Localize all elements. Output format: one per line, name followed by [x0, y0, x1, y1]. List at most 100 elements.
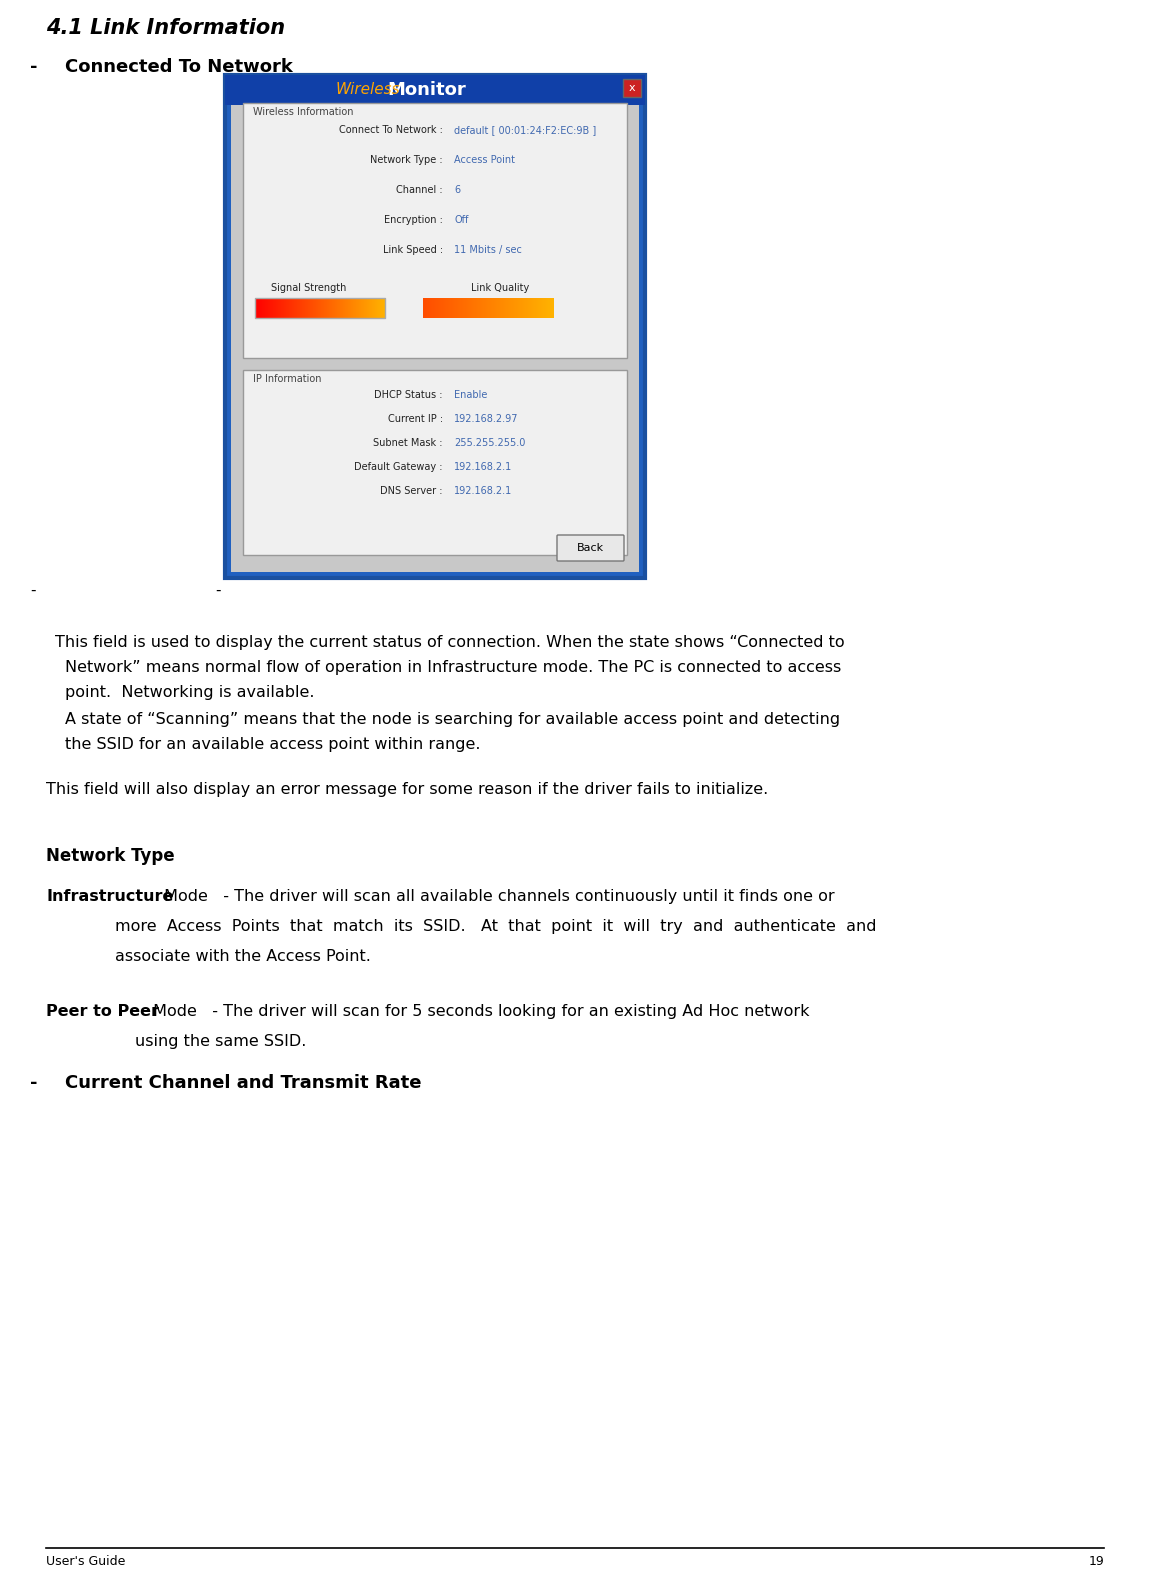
Bar	[289, 298, 291, 318]
Bar	[309, 298, 310, 318]
Text: Access Point: Access Point	[454, 155, 515, 165]
Bar	[319, 298, 321, 318]
Bar	[384, 298, 385, 318]
Bar	[486, 298, 488, 318]
Bar	[519, 298, 520, 318]
Bar	[260, 298, 261, 318]
Bar	[256, 298, 258, 318]
Bar	[297, 298, 299, 318]
Bar	[363, 298, 365, 318]
Bar	[516, 298, 518, 318]
Bar	[467, 298, 468, 318]
Text: IP Information: IP Information	[253, 374, 322, 383]
Text: Wireless: Wireless	[336, 82, 400, 98]
Bar	[439, 298, 440, 318]
Bar	[267, 298, 268, 318]
Text: Back: Back	[577, 543, 604, 553]
Bar	[378, 298, 380, 318]
Bar	[284, 298, 285, 318]
Bar	[528, 298, 529, 318]
Bar	[283, 298, 284, 318]
Bar	[296, 298, 298, 318]
Bar	[540, 298, 542, 318]
Bar	[505, 298, 506, 318]
Bar	[348, 298, 351, 318]
Bar	[319, 298, 320, 318]
Bar	[436, 298, 437, 318]
Bar	[429, 298, 430, 318]
Text: 6: 6	[454, 185, 460, 195]
Bar	[367, 298, 368, 318]
Bar	[445, 298, 447, 318]
Text: 19: 19	[1088, 1555, 1104, 1568]
Bar	[262, 298, 263, 318]
Bar	[493, 298, 494, 318]
Bar	[304, 298, 306, 318]
Bar	[278, 298, 279, 318]
Bar	[288, 298, 290, 318]
Bar	[291, 298, 292, 318]
Text: Network Type: Network Type	[46, 847, 175, 865]
Bar	[442, 298, 443, 318]
Bar	[543, 298, 544, 318]
Bar	[356, 298, 358, 318]
Bar	[259, 298, 261, 318]
Bar	[356, 298, 359, 318]
Bar	[544, 298, 546, 318]
Bar	[328, 298, 330, 318]
Bar	[352, 298, 353, 318]
Bar	[446, 298, 448, 318]
Bar	[499, 298, 501, 318]
Bar	[424, 298, 425, 318]
Text: Network Type :: Network Type :	[370, 155, 443, 165]
Bar	[518, 298, 519, 318]
Bar	[334, 298, 335, 318]
Bar	[428, 298, 429, 318]
Text: Channel :: Channel :	[396, 185, 443, 195]
Bar	[342, 298, 344, 318]
Bar	[320, 298, 322, 318]
Bar	[459, 298, 460, 318]
Text: Current IP :: Current IP :	[388, 413, 443, 425]
Bar	[306, 298, 307, 318]
Bar	[375, 298, 376, 318]
Bar	[429, 298, 431, 318]
Bar	[313, 298, 314, 318]
Bar	[300, 298, 301, 318]
Bar	[382, 298, 383, 318]
Bar	[454, 298, 457, 318]
Bar	[545, 298, 547, 318]
Bar	[506, 298, 508, 318]
Bar	[468, 298, 469, 318]
Bar	[343, 298, 345, 318]
Bar	[269, 298, 270, 318]
Bar	[522, 298, 524, 318]
Bar	[299, 298, 300, 318]
Bar	[366, 298, 368, 318]
Bar	[470, 298, 471, 318]
Bar	[451, 298, 452, 318]
Bar	[351, 298, 353, 318]
Bar	[423, 298, 426, 318]
Text: 192.168.2.97: 192.168.2.97	[454, 413, 519, 425]
Text: Peer to Peer: Peer to Peer	[46, 1004, 159, 1019]
Bar	[489, 298, 490, 318]
Text: Connected To Network: Connected To Network	[66, 59, 293, 76]
Bar	[535, 298, 536, 318]
Bar	[437, 298, 439, 318]
Bar	[266, 298, 268, 318]
FancyBboxPatch shape	[243, 103, 627, 358]
Bar	[458, 298, 459, 318]
Text: point.  Networking is available.: point. Networking is available.	[66, 684, 314, 700]
FancyBboxPatch shape	[243, 371, 627, 554]
Bar	[340, 298, 342, 318]
Bar	[285, 298, 286, 318]
Bar	[274, 298, 276, 318]
Bar	[374, 298, 376, 318]
Bar	[279, 298, 282, 318]
Text: 4.1 Link Information: 4.1 Link Information	[46, 17, 285, 38]
Bar	[475, 298, 477, 318]
Text: more  Access  Points  that  match  its  SSID.   At  that  point  it  will  try  : more Access Points that match its SSID. …	[115, 919, 876, 935]
Bar	[302, 298, 305, 318]
Text: Current Channel and Transmit Rate: Current Channel and Transmit Rate	[66, 1074, 422, 1091]
